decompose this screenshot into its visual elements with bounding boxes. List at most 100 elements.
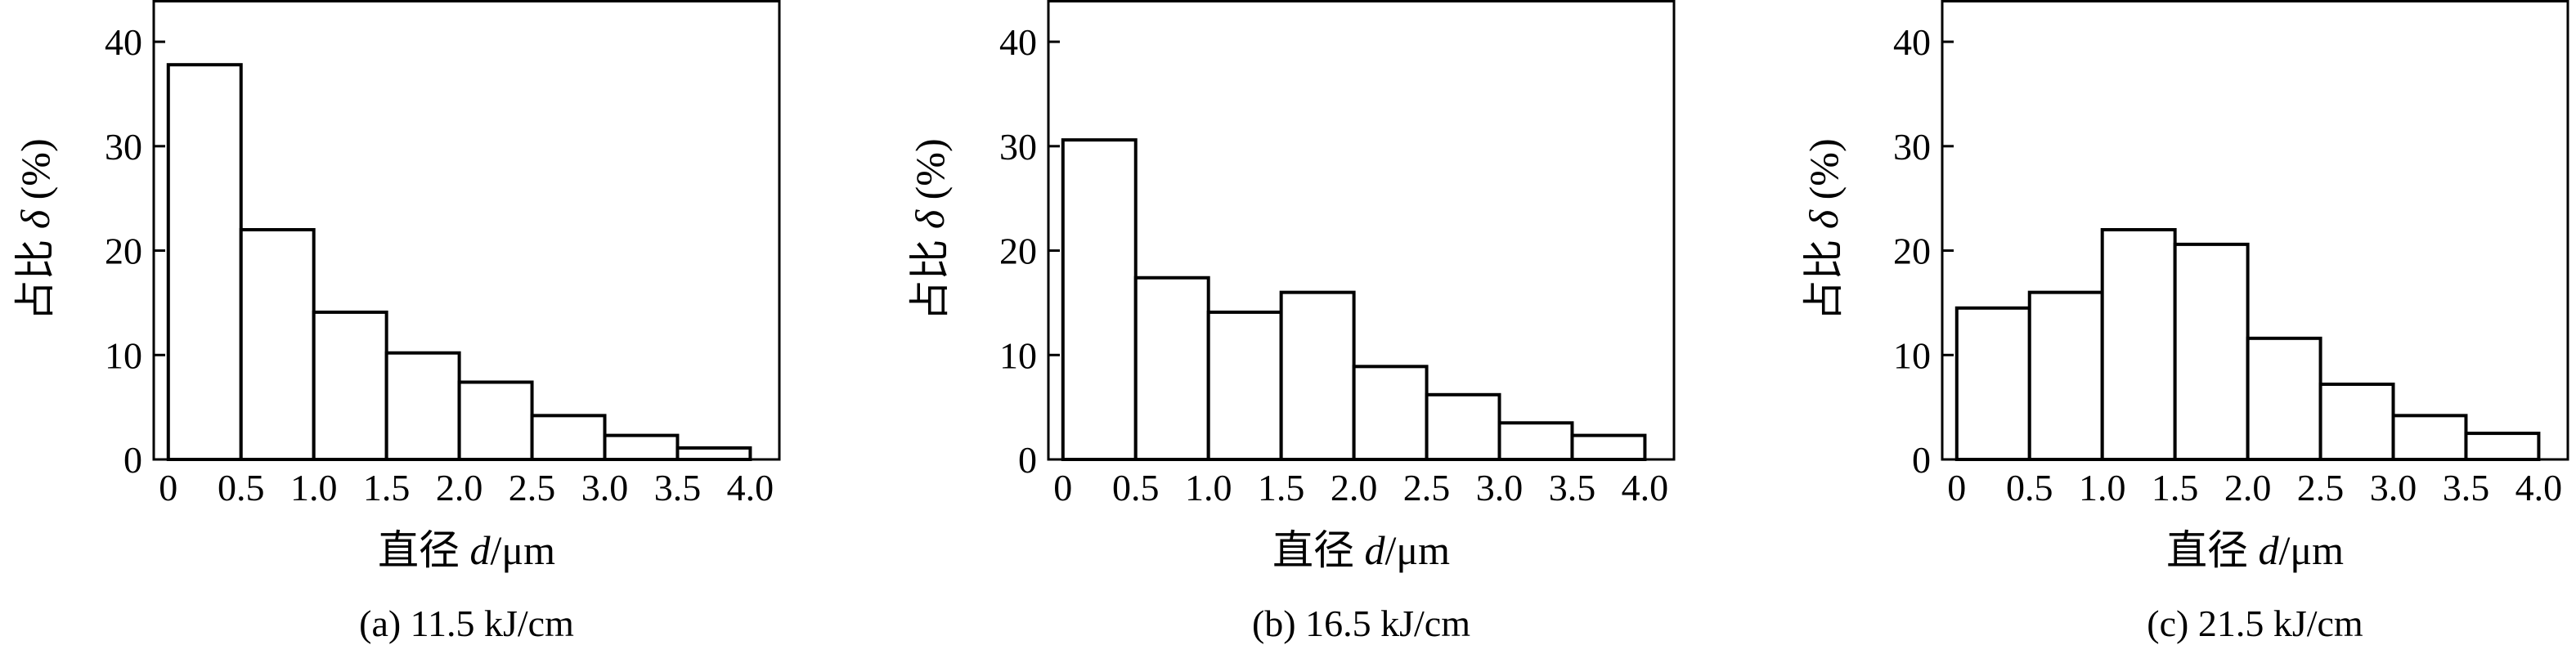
x-tick-label: 0.5 bbox=[1112, 467, 1160, 508]
histogram-bar bbox=[1497, 421, 1574, 462]
histogram-bar bbox=[1133, 275, 1210, 461]
histogram-bar bbox=[457, 380, 534, 461]
chart-panel-3: 0 10 20 30 40 0 0.5 1.0 1.5 2.0 2.5 3.0 3.5 4.0 直径 d/μ… bbox=[1801, 0, 2569, 644]
y-tick-label: 10 bbox=[999, 334, 1037, 376]
chart-caption: (b) 16.5 kJ/cm bbox=[1252, 602, 1470, 644]
y-tick-label: 10 bbox=[105, 334, 142, 376]
x-tick-label: 2.5 bbox=[509, 467, 556, 508]
histogram-bar bbox=[1954, 306, 2031, 461]
x-axis-label-unit: /μm bbox=[2278, 527, 2344, 573]
x-axis-label-text: 直径 bbox=[1272, 527, 1365, 573]
x-axis-label-text: 直径 bbox=[2166, 527, 2259, 573]
x-axis-label-text: 直径 bbox=[378, 527, 470, 573]
x-tick-label: 1.0 bbox=[1185, 467, 1232, 508]
x-tick-label: 0.5 bbox=[2006, 467, 2053, 508]
x-tick-label: 0 bbox=[159, 467, 177, 508]
x-tick-label: 2.5 bbox=[2297, 467, 2345, 508]
y-tick-label: 30 bbox=[105, 126, 142, 168]
histogram-bar bbox=[1279, 290, 1356, 461]
plot-frame bbox=[152, 0, 781, 461]
x-tick-label: 3.5 bbox=[654, 467, 702, 508]
chart-caption: (c) 21.5 kJ/cm bbox=[2147, 602, 2363, 644]
x-axis-label-unit: /μm bbox=[1384, 527, 1450, 573]
histogram-bar bbox=[166, 63, 243, 461]
x-tick-label: 2.5 bbox=[1403, 467, 1451, 508]
histogram-bar bbox=[603, 433, 680, 462]
x-tick-label: 3.5 bbox=[1549, 467, 1596, 508]
x-axis-label: 直径 d/μm bbox=[2166, 527, 2344, 573]
histogram-bar bbox=[239, 228, 316, 461]
x-tick-label: 1.5 bbox=[2152, 467, 2199, 508]
x-axis-label-var: d bbox=[469, 527, 491, 573]
histogram-bar bbox=[2173, 242, 2250, 461]
y-tick-label: 20 bbox=[105, 231, 142, 272]
histogram-bar bbox=[1061, 138, 1138, 461]
x-tick-label: 2.0 bbox=[2224, 467, 2272, 508]
y-axis-label: 占比 δ (%) bbox=[1801, 138, 1847, 320]
y-axis-label-text: 占比 bbox=[12, 229, 58, 321]
y-tick-label: 30 bbox=[1893, 126, 1931, 168]
y-tick-label: 0 bbox=[1912, 439, 1931, 481]
x-axis-label: 直径 d/μm bbox=[378, 527, 555, 573]
histogram-bar bbox=[1352, 365, 1429, 461]
y-tick-label: 10 bbox=[1893, 334, 1931, 376]
y-tick-label: 40 bbox=[1893, 21, 1931, 63]
y-tick-label: 0 bbox=[1018, 439, 1037, 481]
x-tick-label: 3.0 bbox=[1476, 467, 1524, 508]
x-tick-label: 3.0 bbox=[581, 467, 629, 508]
x-tick-label: 3.0 bbox=[2370, 467, 2417, 508]
x-tick-label: 4.0 bbox=[2515, 467, 2563, 508]
x-axis-label-var: d bbox=[1364, 527, 1385, 573]
histogram-bar bbox=[1425, 392, 1501, 461]
x-tick-label: 2.0 bbox=[436, 467, 483, 508]
histogram-bar bbox=[1206, 310, 1283, 461]
chart-caption: (a) 11.5 kJ/cm bbox=[359, 602, 574, 644]
y-tick-label: 20 bbox=[1893, 231, 1931, 272]
y-axis-label-unit: (%) bbox=[1801, 138, 1847, 209]
plot-frame bbox=[1941, 0, 2569, 461]
y-tick-label: 30 bbox=[999, 126, 1037, 168]
histogram-bar bbox=[384, 351, 461, 461]
histogram-bar bbox=[2318, 383, 2395, 462]
chart-panel-1: 0 10 20 30 40 0 0.5 1.0 1.5 2.0 2.5 3.0 3.5 4.0 直径 d/μ… bbox=[12, 0, 781, 644]
x-tick-label: 4.0 bbox=[1622, 467, 1669, 508]
y-tick-label: 40 bbox=[999, 21, 1037, 63]
histogram-bar bbox=[1570, 433, 1647, 462]
x-tick-label: 0.5 bbox=[218, 467, 265, 508]
x-tick-label: 3.5 bbox=[2443, 467, 2490, 508]
histogram-bar bbox=[530, 414, 607, 462]
y-tick-label: 0 bbox=[123, 439, 142, 481]
y-axis-label-text: 占比 bbox=[907, 229, 953, 321]
histogram-bar bbox=[2027, 290, 2104, 461]
x-tick-label: 1.5 bbox=[363, 467, 411, 508]
y-axis-label-var: δ bbox=[1801, 209, 1847, 229]
y-axis-label-unit: (%) bbox=[12, 138, 58, 209]
x-tick-label: 0 bbox=[1947, 467, 1966, 508]
x-axis-label-unit: /μm bbox=[490, 527, 555, 573]
y-axis-label-var: δ bbox=[907, 209, 953, 229]
x-tick-label: 1.5 bbox=[1258, 467, 1305, 508]
x-tick-label: 4.0 bbox=[727, 467, 774, 508]
histogram-bar bbox=[2391, 414, 2468, 462]
histogram-bar bbox=[2246, 336, 2322, 461]
x-tick-label: 2.0 bbox=[1331, 467, 1378, 508]
x-tick-label: 0 bbox=[1053, 467, 1072, 508]
y-tick-label: 20 bbox=[999, 231, 1037, 272]
histogram-bar bbox=[2464, 432, 2541, 461]
x-axis-label-var: d bbox=[2258, 527, 2279, 573]
y-tick-label: 40 bbox=[105, 21, 142, 63]
y-axis-label: 占比 δ (%) bbox=[907, 138, 953, 320]
histogram-bar bbox=[675, 446, 752, 462]
y-axis-label-text: 占比 bbox=[1801, 229, 1847, 321]
x-axis-label: 直径 d/μm bbox=[1272, 527, 1450, 573]
chart-panel-2: 0 10 20 30 40 0 0.5 1.0 1.5 2.0 2.5 3.0 3.5 4.0 直径 d/μ… bbox=[907, 0, 1676, 644]
x-tick-label: 1.0 bbox=[290, 467, 338, 508]
histogram-bar bbox=[2100, 228, 2177, 461]
x-tick-label: 1.0 bbox=[2079, 467, 2126, 508]
y-axis-label: 占比 δ (%) bbox=[12, 138, 58, 320]
y-axis-label-var: δ bbox=[12, 209, 58, 229]
histogram-bar bbox=[312, 310, 388, 461]
y-axis-label-unit: (%) bbox=[907, 138, 953, 209]
plot-frame bbox=[1047, 0, 1676, 461]
